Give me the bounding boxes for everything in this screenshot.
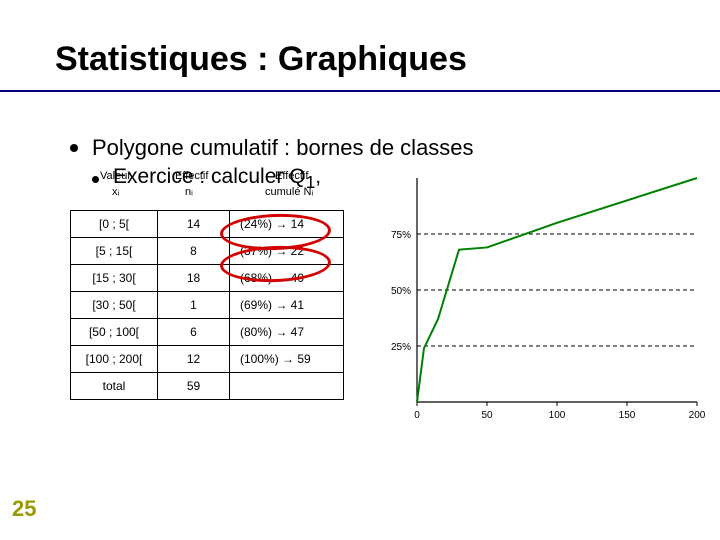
bullet-icon [92,176,99,183]
svg-text:100: 100 [549,410,566,421]
cumulative-polygon-chart: 25% 50% 75% 0 50 100 150 200 [375,170,705,430]
table-row: total59 [71,373,344,400]
svg-text:50%: 50% [391,286,411,297]
svg-text:200: 200 [689,410,705,421]
svg-text:50: 50 [481,410,493,421]
svg-text:150: 150 [619,410,636,421]
bullet-1-text: Polygone cumulatif : bornes de classes [92,135,474,161]
cell-class: [0 ; 5[ [71,211,158,238]
cell-class: [5 ; 15[ [71,238,158,265]
cell-effectif: 14 [158,211,230,238]
bullet-icon [70,144,78,152]
table-row: [100 ; 200[12(100%) → 59 [71,346,344,373]
cell-class: [15 ; 30[ [71,265,158,292]
svg-text:75%: 75% [391,230,411,241]
bullet-2-post: , [315,165,321,188]
cell-class: [50 ; 100[ [71,319,158,346]
cell-cumul: (69%) → 41 [230,292,344,319]
cell-effectif: 8 [158,238,230,265]
cell-effectif: 12 [158,346,230,373]
overlay-effectif2: Effectif [275,170,308,182]
table-row: [30 ; 50[1(69%) → 41 [71,292,344,319]
table-row: [50 ; 100[6(80%) → 47 [71,319,344,346]
overlay-effectif1: Effectif [175,170,208,182]
cell-effectif: 6 [158,319,230,346]
cell-class: total [71,373,158,400]
overlay-Ni: cumulé Nᵢ [265,186,313,198]
cell-cumul: (100%) → 59 [230,346,344,373]
overlay-valeur: Valeur [100,170,131,182]
overlay-xi: xᵢ [112,186,119,198]
svg-text:25%: 25% [391,342,411,353]
svg-text:0: 0 [414,410,420,421]
cell-class: [30 ; 50[ [71,292,158,319]
overlay-ni: nᵢ [185,186,193,198]
title-rule [0,90,720,92]
cell-class: [100 ; 200[ [71,346,158,373]
cell-effectif: 1 [158,292,230,319]
page-title: Statistiques : Graphiques [55,40,467,79]
bullet-1: Polygone cumulatif : bornes de classes [70,135,690,161]
cell-cumul: (80%) → 47 [230,319,344,346]
cell-effectif: 18 [158,265,230,292]
slide-number: 25 [12,496,36,522]
cell-cumul [230,373,344,400]
cell-effectif: 59 [158,373,230,400]
